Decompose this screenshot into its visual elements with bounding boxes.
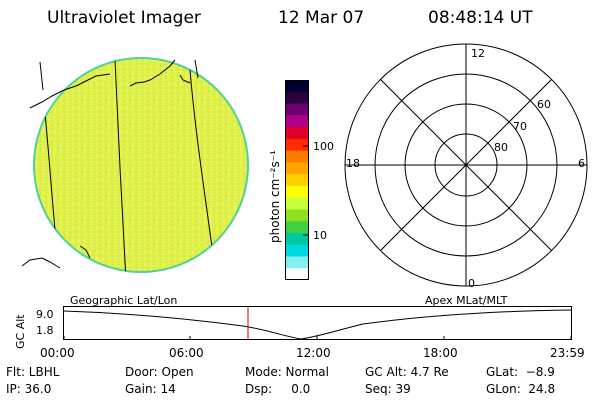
- polar-label-6: 6: [578, 157, 585, 170]
- colorbar-band: [285, 221, 309, 234]
- colorbar-tick-label-100: 100: [313, 140, 334, 153]
- time-label: 08:48:14 UT: [428, 8, 533, 28]
- date-label: 12 Mar 07: [278, 8, 365, 28]
- app-title: Ultraviolet Imager: [47, 8, 201, 28]
- colorbar-band: [285, 232, 309, 246]
- uv-globe-image: [21, 57, 249, 273]
- colorbar-band: [285, 80, 309, 93]
- timeline-x-tick-1800: 18:00: [423, 346, 458, 360]
- colorbar-band: [285, 209, 309, 222]
- timeline-x-tick-0000: 00:00: [40, 346, 75, 360]
- status-ip: IP: 36.0: [6, 382, 52, 396]
- colorbar-band: [285, 162, 309, 175]
- status-dsp: Dsp: 0.0: [245, 382, 311, 396]
- timeline-x-tick-0600: 06:00: [169, 346, 204, 360]
- timeline-x-tick-2359: 23:59: [550, 346, 585, 360]
- colorbar-unit-label: photon cm⁻²s⁻¹: [268, 150, 282, 243]
- colorbar-band: [285, 185, 309, 199]
- timeline-altitude-plot: [63, 306, 572, 340]
- colorbar-band: [285, 268, 309, 281]
- colorbar-band: [285, 256, 309, 269]
- polar-label-0: 0: [468, 277, 475, 290]
- globe-coastlines: [21, 59, 191, 269]
- timeline-altitude-curve: [63, 309, 572, 340]
- colorbar-band: [285, 150, 309, 163]
- timeline-frame: [63, 306, 572, 340]
- timeline-y-axis-label: GC Alt: [14, 314, 27, 349]
- colorbar-band: [285, 115, 309, 128]
- colorbar-frame: [285, 80, 309, 280]
- polar-label-18: 18: [346, 157, 360, 170]
- colorbar-band: [285, 103, 309, 116]
- status-glat: GLat: −8.9: [486, 365, 555, 379]
- colorbar-band: [285, 197, 309, 210]
- polar-label-70: 70: [513, 120, 527, 133]
- colorbar-band: [285, 138, 309, 152]
- timeline-right-title: Apex MLat/MLT: [425, 294, 508, 307]
- colorbar: [285, 80, 309, 281]
- polar-diagonal-2: [380, 79, 552, 251]
- polar-label-60: 60: [537, 98, 551, 111]
- status-gc-alt: GC Alt: 4.7 Re: [365, 365, 449, 379]
- polar-label-12: 12: [471, 47, 485, 60]
- timeline-y-tick-high: 9.0: [36, 308, 54, 321]
- status-gain: Gain: 14: [125, 382, 176, 396]
- globe-disk: [33, 57, 249, 273]
- colorbar-band: [285, 127, 309, 140]
- timeline-y-tick-low: 1.8: [36, 324, 54, 337]
- colorbar-tick-label-10: 10: [313, 229, 327, 242]
- status-mode: Mode: Normal: [245, 365, 329, 379]
- timeline-x-tick-1200: 12:00: [296, 346, 331, 360]
- polar-mlat-mlt-plot: [344, 43, 588, 287]
- colorbar-band: [285, 244, 309, 257]
- status-filter: Flt: LBHL: [6, 365, 60, 379]
- status-seq: Seq: 39: [365, 382, 411, 396]
- timeline-left-title: Geographic Lat/Lon: [70, 294, 178, 307]
- polar-label-80: 80: [494, 141, 508, 154]
- status-glon: GLon: 24.8: [486, 382, 556, 396]
- colorbar-band: [285, 91, 309, 105]
- colorbar-band: [285, 174, 309, 187]
- status-door: Door: Open: [125, 365, 194, 379]
- globe-edge-lines: [39, 59, 199, 91]
